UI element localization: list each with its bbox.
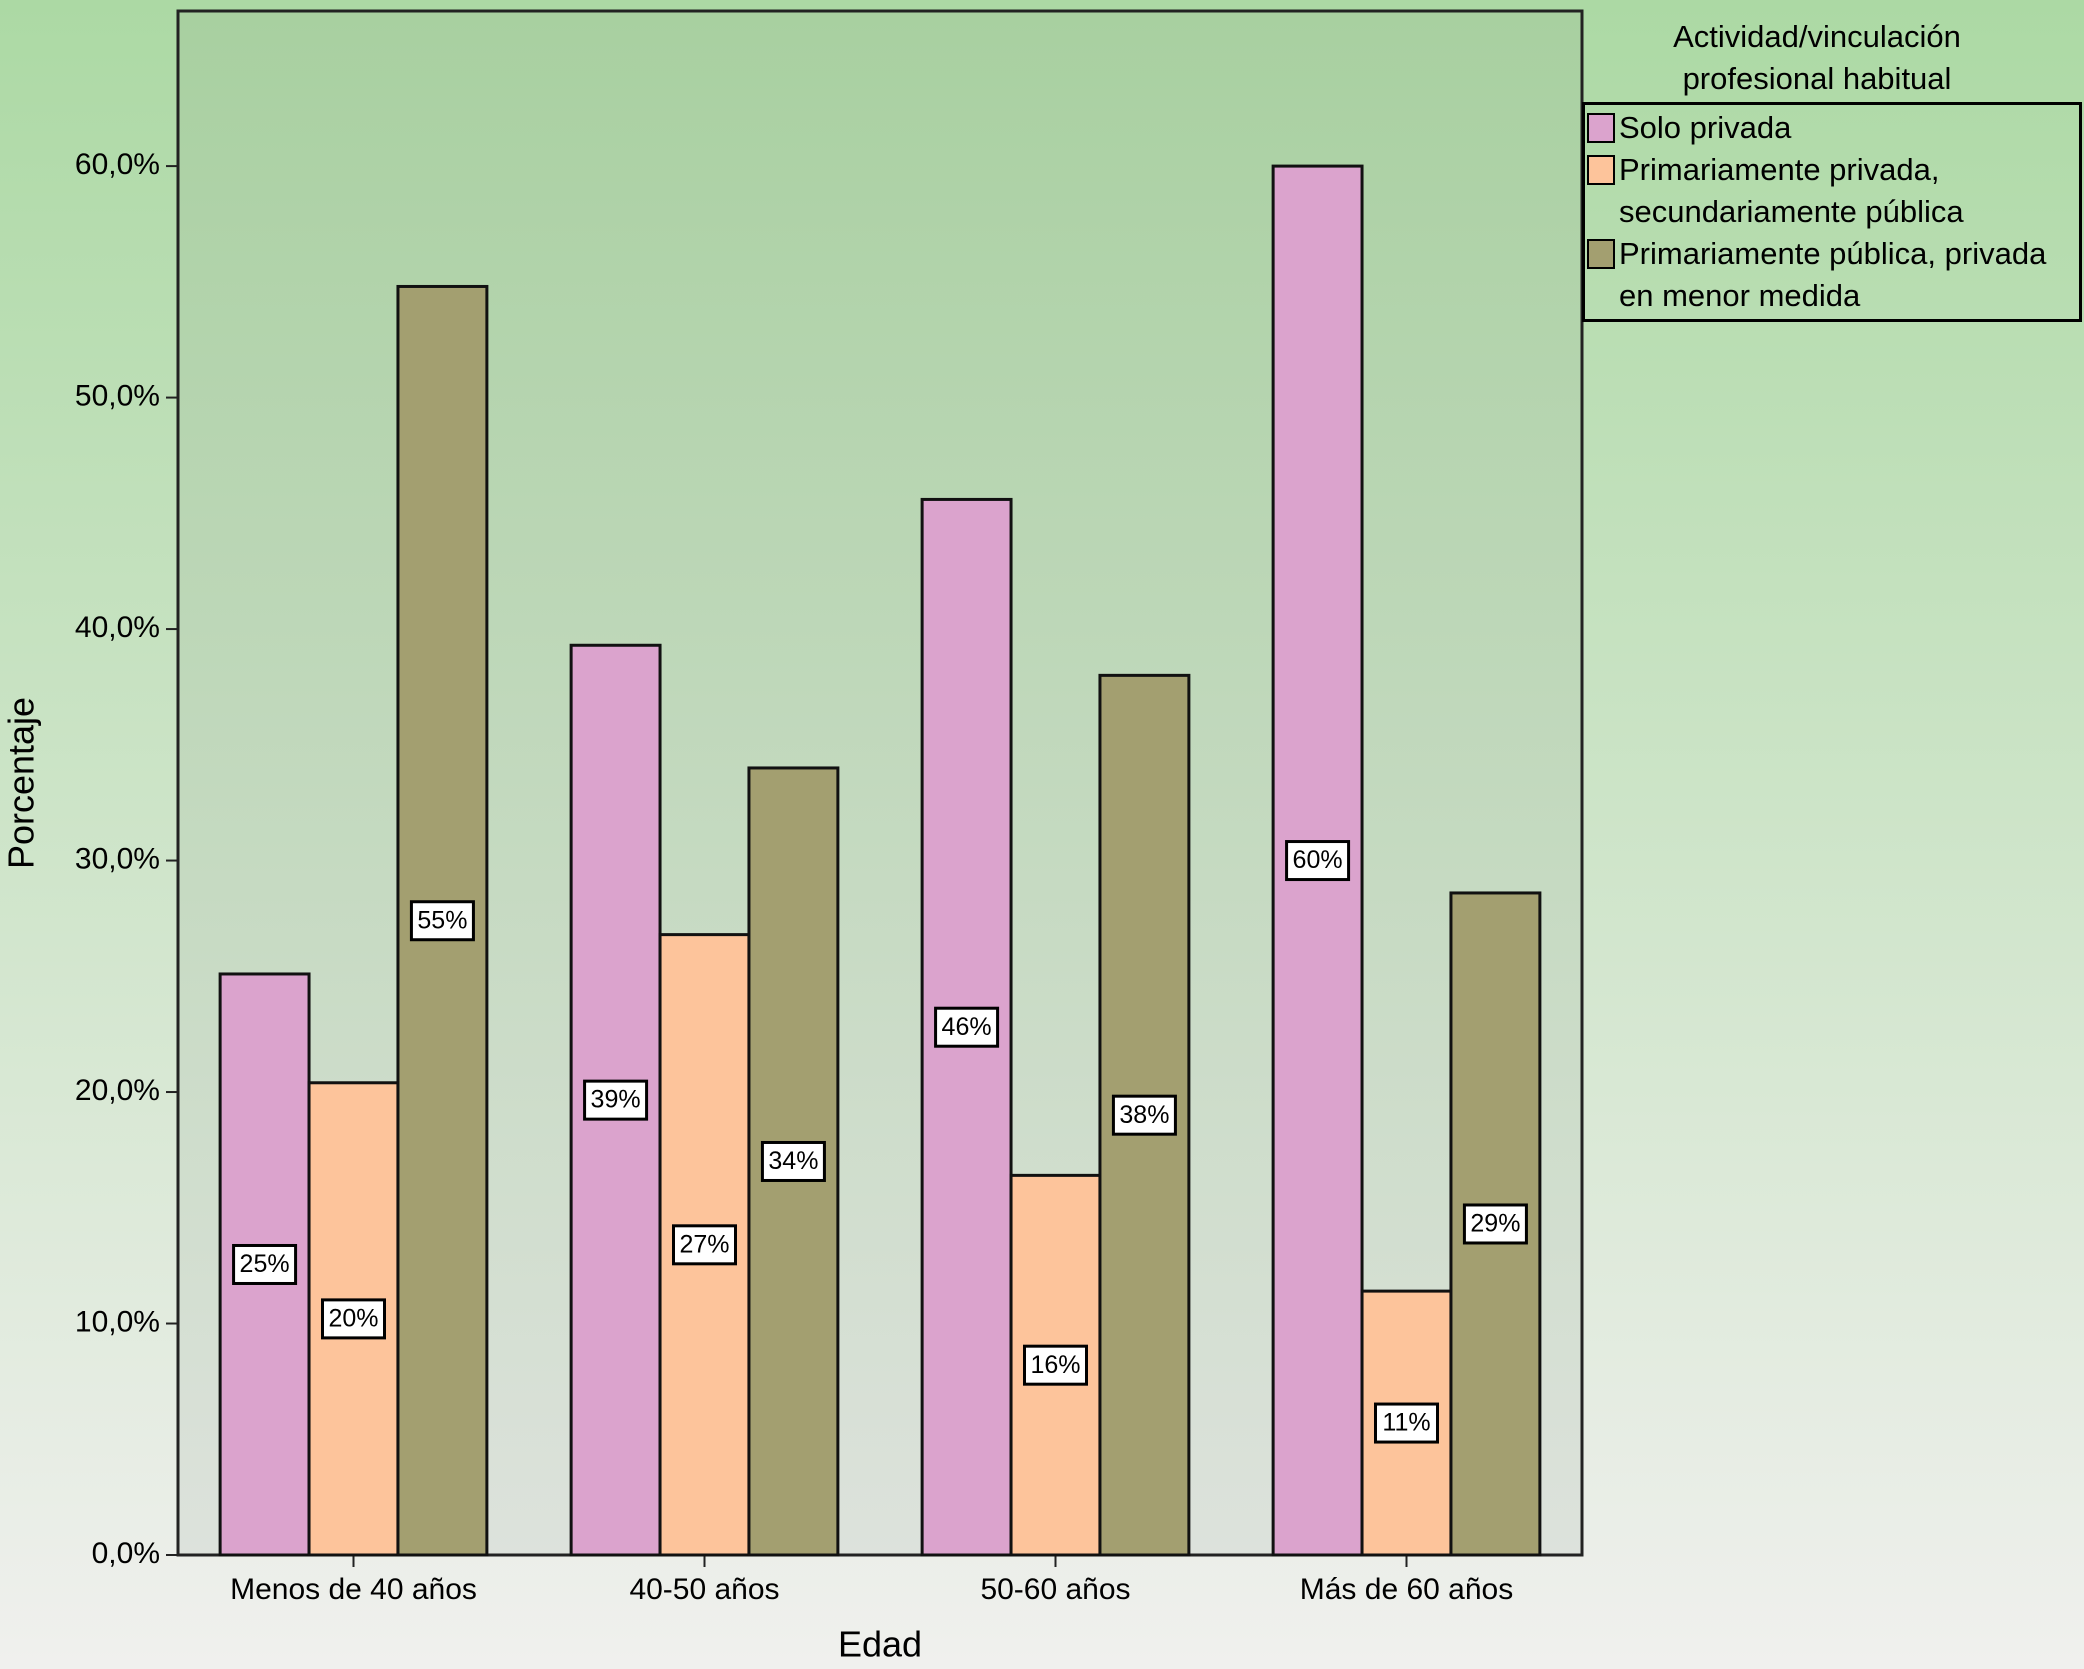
y-axis-title: Porcentaje xyxy=(1,697,42,869)
value-label-box xyxy=(1111,1094,1177,1136)
value-label-box xyxy=(760,1140,826,1182)
value-label-text: 38% xyxy=(1119,1101,1169,1129)
value-label-text: 39% xyxy=(591,1086,641,1114)
value-label: 55% xyxy=(409,900,475,942)
legend: Solo privada Primariamente privada, secun… xyxy=(1582,102,2082,322)
value-label-box xyxy=(1285,840,1351,882)
legend-label: Solo privada xyxy=(1619,110,1792,145)
value-label-box xyxy=(672,1224,737,1266)
y-tick-label: 40,0% xyxy=(75,611,160,644)
value-label-text: 20% xyxy=(328,1304,378,1332)
legend-label: Primariamente privada, secundariamente p… xyxy=(1619,152,1964,229)
value-label-text: 46% xyxy=(942,1013,992,1041)
x-axis-title: Edad xyxy=(838,1624,922,1665)
value-label: 16% xyxy=(1023,1344,1088,1386)
value-label-text: 16% xyxy=(1030,1351,1080,1379)
legend-title-line: profesional habitual xyxy=(1682,61,1952,96)
value-label-box xyxy=(1462,1203,1528,1245)
value-label: 11% xyxy=(1374,1402,1439,1444)
value-label-box xyxy=(232,1243,298,1285)
value-label-text: 29% xyxy=(1470,1210,1520,1238)
value-label-text: 11% xyxy=(1382,1409,1430,1437)
value-label-text: 27% xyxy=(679,1230,729,1258)
value-label-box xyxy=(934,1006,1000,1048)
value-label-text: 34% xyxy=(768,1147,818,1175)
x-tick-label: 50-60 años xyxy=(980,1573,1130,1606)
x-tick-label: 40-50 años xyxy=(629,1573,779,1606)
value-label: 46% xyxy=(934,1006,1000,1048)
value-label-text: 60% xyxy=(1293,846,1343,874)
y-tick-label: 30,0% xyxy=(75,842,160,875)
value-label-text: 55% xyxy=(417,906,467,934)
value-label-text: 25% xyxy=(240,1250,290,1278)
y-tick-label: 0,0% xyxy=(92,1537,160,1570)
value-label: 38% xyxy=(1111,1094,1177,1136)
value-label: 29% xyxy=(1462,1203,1528,1245)
value-label-box xyxy=(1374,1402,1439,1444)
y-tick-label: 10,0% xyxy=(75,1305,160,1338)
x-tick-label: Más de 60 años xyxy=(1300,1573,1513,1606)
value-label: 60% xyxy=(1285,840,1351,882)
value-label: 34% xyxy=(760,1140,826,1182)
legend-entry: Solo privada xyxy=(1585,107,2079,149)
legend-label: Primariamente pública, privada en menor … xyxy=(1619,236,2047,313)
legend-title-line: Actividad/vinculación xyxy=(1673,19,1961,54)
legend-entry: Primariamente privada, secundariamente p… xyxy=(1585,149,2079,233)
value-label-box xyxy=(321,1298,386,1340)
value-label: 27% xyxy=(672,1224,737,1266)
legend-swatch xyxy=(1587,239,1615,269)
legend-swatch xyxy=(1587,155,1615,185)
value-label-box xyxy=(1023,1344,1088,1386)
value-label: 25% xyxy=(232,1243,298,1285)
y-tick-label: 20,0% xyxy=(75,1074,160,1107)
legend-title: Actividad/vinculación profesional habitua… xyxy=(1582,16,2052,100)
y-tick-label: 50,0% xyxy=(75,380,160,413)
x-tick-label: Menos de 40 años xyxy=(230,1573,477,1606)
legend-entry: Primariamente pública, privada en menor … xyxy=(1585,233,2079,317)
value-label: 39% xyxy=(583,1079,649,1121)
value-label-box xyxy=(583,1079,649,1121)
value-label: 20% xyxy=(321,1298,386,1340)
value-label-box xyxy=(409,900,475,942)
y-tick-label: 60,0% xyxy=(75,148,160,181)
legend-swatch xyxy=(1587,113,1615,143)
